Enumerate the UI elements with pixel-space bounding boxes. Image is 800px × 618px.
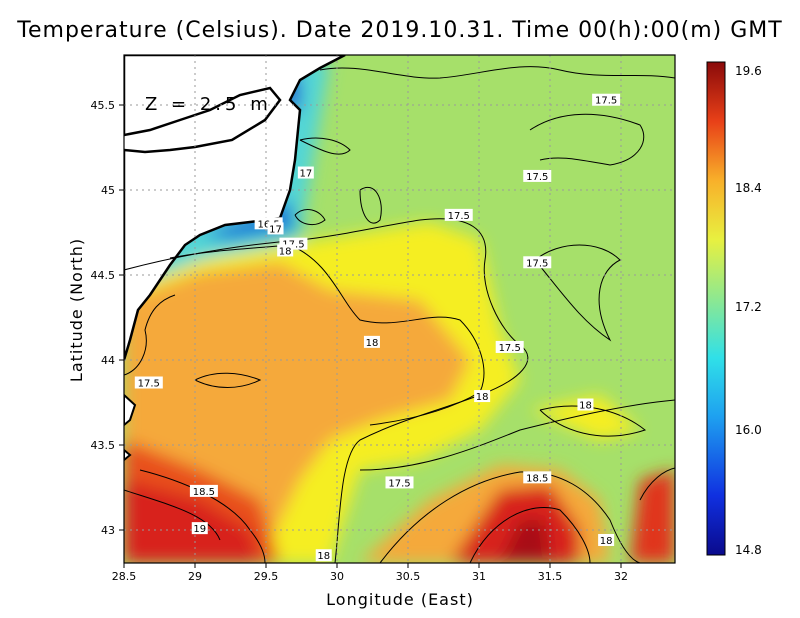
contour-label-text: 18 xyxy=(366,338,379,349)
colorbar-tick-label: 17.2 xyxy=(735,300,762,314)
contour-label-text: 18 xyxy=(317,551,330,562)
contour-label-bg xyxy=(523,169,552,182)
contour-label-bg xyxy=(474,390,491,403)
contour-label: 18 xyxy=(363,335,380,349)
coastline-land xyxy=(124,55,346,462)
contour-label-text: 18.5 xyxy=(526,473,548,484)
contour-label-text: 17.5 xyxy=(282,240,304,251)
y-tick-label: 44 xyxy=(101,354,115,367)
contour-label-bg xyxy=(385,476,414,489)
contour-label: 19 xyxy=(191,522,208,535)
contour-label-text: 18.5 xyxy=(193,487,215,498)
contour-label-bg xyxy=(363,335,380,348)
colorbar-tick-label: 19.6 xyxy=(735,64,762,78)
colorbar-ticks: 19.6 18.4 17.2 16.0 14.8 xyxy=(735,64,762,557)
y-tick-label: 45 xyxy=(101,184,115,197)
contour-label-text: 18 xyxy=(600,536,613,547)
contour-label-text: 17.5 xyxy=(526,258,548,269)
contour-labels: 17.517.51717.516.51717.51817.51817.517.5… xyxy=(134,93,621,562)
contour-label-text: 17.5 xyxy=(499,343,521,354)
contour-label: 18 xyxy=(474,390,491,403)
contour-label-text: 17.5 xyxy=(138,379,160,390)
contour-label-bg xyxy=(191,522,208,535)
contour-label-bg xyxy=(315,549,332,562)
contour-label-text: 18 xyxy=(279,246,292,257)
y-tick-label: 44.5 xyxy=(91,269,116,282)
contour-lines xyxy=(124,66,675,563)
colorbar-tick-label: 14.8 xyxy=(735,543,762,557)
contour-label-text: 19 xyxy=(193,524,206,535)
contour-label-text: 17.5 xyxy=(595,96,617,107)
contour-label: 17 xyxy=(267,222,284,235)
contour-label: 17.5 xyxy=(385,476,414,489)
colorbar xyxy=(706,61,726,556)
contour-label-text: 17 xyxy=(299,169,312,180)
contour-label: 18.5 xyxy=(189,484,218,498)
x-tick-label: 31.5 xyxy=(538,570,563,583)
y-tick-label: 43.5 xyxy=(91,439,116,452)
contour-label: 17.5 xyxy=(444,208,473,222)
depth-label: Z = 2.5 m xyxy=(145,94,272,115)
x-tick-label: 29 xyxy=(188,570,202,583)
contour-label-bg xyxy=(444,208,473,221)
contour-label: 17.5 xyxy=(523,169,552,183)
map-title: Temperature (Celsius). Date 2019.10.31. … xyxy=(17,18,783,43)
contour-label-bg xyxy=(495,340,524,353)
x-axis-label: Longitude (East) xyxy=(326,590,474,609)
contour-label-text: 17 xyxy=(269,224,282,235)
contour-label: 17.5 xyxy=(495,340,524,354)
y-axis-label: Latitude (North) xyxy=(67,238,86,382)
contour-label-bg xyxy=(134,376,163,389)
contour-label-bg xyxy=(577,398,594,411)
contour-label: 18 xyxy=(598,533,615,547)
contour-label-bg xyxy=(592,93,621,106)
contour-label-bg xyxy=(267,222,284,235)
contour-label-bg xyxy=(598,533,615,546)
y-axis-ticks: 43 43.5 44 44.5 45 45.5 xyxy=(91,99,124,537)
contour-label: 17 xyxy=(297,166,314,180)
contour-label: 18 xyxy=(277,244,294,257)
x-tick-label: 29.5 xyxy=(254,570,279,583)
y-tick-label: 45.5 xyxy=(91,99,116,112)
contour-label-bg xyxy=(189,484,218,497)
contour-label-bg xyxy=(277,244,294,257)
x-tick-label: 31 xyxy=(472,570,486,583)
contour-label-bg xyxy=(297,166,314,179)
contour-label: 18 xyxy=(315,549,332,562)
plot-frame xyxy=(123,54,676,564)
grid-lines xyxy=(124,55,675,563)
contour-label-bg xyxy=(523,471,552,484)
contour-label: 17.5 xyxy=(523,256,552,269)
colorbar-tick-label: 18.4 xyxy=(735,181,762,195)
x-tick-label: 30.5 xyxy=(396,570,421,583)
contour-label: 18.5 xyxy=(523,471,552,484)
y-tick-label: 43 xyxy=(101,524,115,537)
contour-label: 17.5 xyxy=(592,93,621,107)
contour-label: 18 xyxy=(577,398,594,412)
contour-label-text: 17.5 xyxy=(526,172,548,183)
colorbar-tick-label: 16.0 xyxy=(735,423,762,437)
x-axis-ticks: 28.5 29 29.5 30 30.5 31 31.5 32 xyxy=(112,563,628,583)
contour-label-text: 18 xyxy=(579,401,592,412)
contour-label-text: 18 xyxy=(476,392,489,403)
x-tick-label: 32 xyxy=(614,570,628,583)
contour-label-bg xyxy=(523,256,552,269)
x-tick-label: 28.5 xyxy=(112,570,137,583)
x-tick-label: 30 xyxy=(330,570,344,583)
contour-label-text: 17.5 xyxy=(388,478,410,489)
contour-label: 17.5 xyxy=(134,376,163,390)
contour-label-text: 17.5 xyxy=(448,211,470,222)
